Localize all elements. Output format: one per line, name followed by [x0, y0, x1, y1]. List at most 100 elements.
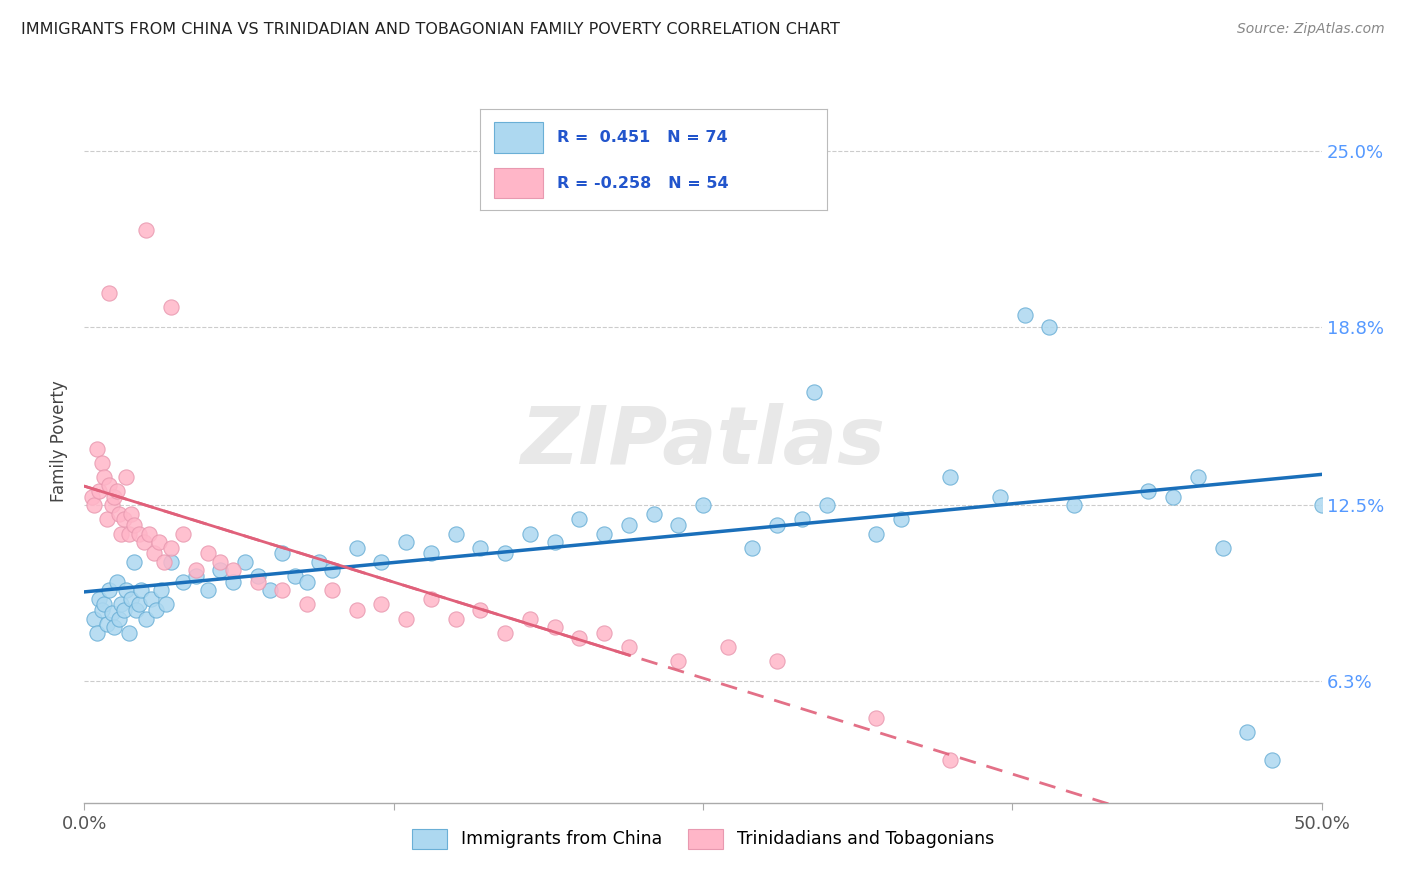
Point — [370, 555, 392, 569]
Point — [160, 541, 183, 555]
Point — [444, 526, 467, 541]
Point — [1137, 484, 1160, 499]
Point — [939, 753, 962, 767]
Point — [1236, 725, 1258, 739]
Point — [135, 223, 157, 237]
Point — [233, 555, 256, 569]
Point — [96, 617, 118, 632]
Point — [118, 526, 141, 541]
Point — [494, 625, 516, 640]
Point — [90, 603, 112, 617]
Point — [346, 603, 368, 617]
Point — [593, 526, 616, 541]
Point — [89, 591, 111, 606]
Point — [643, 507, 665, 521]
Point — [150, 583, 173, 598]
Point — [103, 490, 125, 504]
Point — [125, 603, 148, 617]
Point — [115, 470, 138, 484]
Point — [100, 498, 122, 512]
Point — [865, 526, 887, 541]
Point — [98, 285, 121, 300]
Point — [122, 555, 145, 569]
Point — [172, 574, 194, 589]
Point — [83, 498, 105, 512]
Point — [543, 620, 565, 634]
Point — [86, 625, 108, 640]
Point — [132, 535, 155, 549]
Point — [209, 564, 232, 578]
Point — [89, 484, 111, 499]
Point — [1310, 498, 1333, 512]
Point — [222, 574, 245, 589]
Point — [141, 591, 163, 606]
Text: ZIPatlas: ZIPatlas — [520, 402, 886, 481]
Point — [1212, 541, 1234, 555]
Point — [138, 526, 160, 541]
Point — [321, 564, 343, 578]
Point — [1261, 753, 1284, 767]
Point — [105, 574, 128, 589]
Point — [115, 583, 138, 598]
Point — [1161, 490, 1184, 504]
Point — [284, 569, 307, 583]
Point — [939, 470, 962, 484]
Point — [395, 612, 418, 626]
Point — [259, 583, 281, 598]
Point — [120, 507, 142, 521]
Point — [666, 654, 689, 668]
Point — [308, 555, 330, 569]
Point — [346, 541, 368, 555]
Point — [118, 625, 141, 640]
Point — [815, 498, 838, 512]
Point — [100, 606, 122, 620]
Point — [519, 612, 541, 626]
Point — [519, 526, 541, 541]
Point — [112, 603, 135, 617]
Point — [93, 598, 115, 612]
Point — [128, 526, 150, 541]
Point — [222, 564, 245, 578]
Point — [142, 546, 165, 560]
Point — [890, 512, 912, 526]
Point — [110, 598, 132, 612]
Point — [803, 384, 825, 399]
Point — [321, 583, 343, 598]
Point — [1187, 470, 1209, 484]
Point — [110, 526, 132, 541]
Point — [617, 518, 640, 533]
Point — [766, 518, 789, 533]
Point — [568, 512, 591, 526]
Point — [419, 546, 441, 560]
Point — [494, 546, 516, 560]
Point — [96, 512, 118, 526]
Point — [444, 612, 467, 626]
Text: Source: ZipAtlas.com: Source: ZipAtlas.com — [1237, 22, 1385, 37]
Point — [80, 490, 103, 504]
Point — [184, 564, 207, 578]
Point — [122, 518, 145, 533]
Point — [112, 512, 135, 526]
Point — [86, 442, 108, 456]
Point — [865, 711, 887, 725]
Point — [197, 583, 219, 598]
Point — [741, 541, 763, 555]
Point — [1038, 319, 1060, 334]
Point — [295, 574, 318, 589]
Point — [395, 535, 418, 549]
Point — [90, 456, 112, 470]
Point — [370, 598, 392, 612]
Point — [679, 195, 702, 210]
Point — [103, 620, 125, 634]
Point — [766, 654, 789, 668]
Point — [666, 518, 689, 533]
Point — [470, 603, 492, 617]
Point — [790, 512, 813, 526]
Point — [568, 632, 591, 646]
Point — [543, 535, 565, 549]
Point — [1014, 309, 1036, 323]
Point — [145, 603, 167, 617]
Point — [128, 598, 150, 612]
Legend: Immigrants from China, Trinidadians and Tobagonians: Immigrants from China, Trinidadians and … — [405, 822, 1001, 855]
Point — [93, 470, 115, 484]
